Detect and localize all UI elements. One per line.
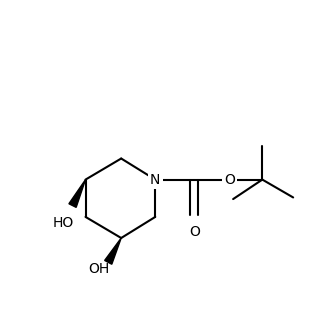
Text: OH: OH [88, 262, 109, 277]
Text: O: O [224, 173, 235, 186]
Polygon shape [105, 238, 121, 264]
Text: N: N [150, 173, 160, 186]
Text: O: O [189, 225, 200, 239]
Polygon shape [69, 180, 85, 207]
Text: HO: HO [52, 216, 74, 230]
